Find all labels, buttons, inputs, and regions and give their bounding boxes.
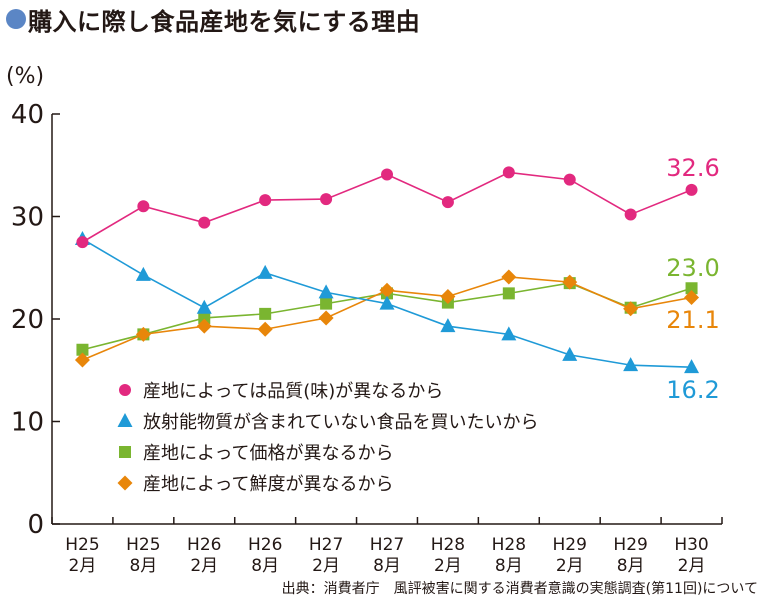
x-tick-label-month: 8月: [617, 556, 645, 576]
source-note: 出典：消費者庁 風評被害に関する消費者意識の実態調査(第11回)について: [281, 581, 758, 597]
data-point-circle: [624, 208, 637, 221]
data-point-square: [259, 307, 272, 320]
legend-marker-triangle: [117, 413, 133, 427]
x-tick-label-month: 8月: [373, 556, 401, 576]
data-point-circle: [320, 193, 333, 206]
data-point-triangle: [318, 284, 334, 299]
data-point-circle: [502, 166, 515, 179]
legend-label: 産地によって鮮度が異なるから: [143, 474, 394, 495]
y-tick-label: 40: [11, 100, 44, 130]
x-tick-label-month: 2月: [312, 556, 340, 576]
data-point-circle: [259, 194, 272, 207]
data-point-circle: [137, 200, 150, 213]
x-tick-label-year: H28: [431, 535, 465, 555]
x-tick-label-year: H27: [370, 535, 404, 555]
x-tick-label-month: 8月: [251, 556, 279, 576]
data-point-triangle: [562, 346, 578, 361]
data-point-square: [685, 282, 698, 295]
legend-label: 産地によっては品質(味)が異なるから: [143, 381, 443, 402]
x-tick-label-year: H27: [309, 535, 343, 555]
x-tick-label-year: H29: [613, 535, 647, 555]
x-tick-label-year: H30: [674, 535, 708, 555]
title-bullet-icon: [6, 9, 26, 29]
series-line-circle: [82, 171, 692, 243]
data-point-diamond: [379, 282, 395, 298]
data-point-triangle: [623, 357, 639, 372]
data-point-triangle: [135, 266, 151, 281]
legend-label: 産地によって価格が異なるから: [143, 443, 394, 464]
x-tick-label-year: H25: [126, 535, 160, 555]
end-value-label: 23.0: [666, 254, 719, 282]
x-tick-label-year: H26: [248, 535, 282, 555]
x-tick-label-month: 2月: [678, 556, 706, 576]
legend-label: 放射能物質が含まれていない食品を買いたいから: [143, 412, 538, 433]
data-point-circle: [441, 196, 454, 209]
data-point-square: [76, 343, 89, 356]
x-tick-label-month: 2月: [434, 556, 462, 576]
data-point-triangle: [684, 359, 700, 374]
x-tick-label-month: 2月: [190, 556, 218, 576]
y-tick-label: 30: [11, 203, 44, 233]
y-tick-label: 0: [27, 510, 44, 540]
data-point-diamond: [196, 318, 212, 334]
data-point-circle: [76, 236, 89, 249]
x-tick-label-year: H26: [187, 535, 221, 555]
legend-marker-square: [119, 446, 131, 458]
data-point-diamond: [623, 301, 639, 317]
data-point-circle: [563, 173, 576, 186]
end-value-label: 16.2: [666, 376, 719, 404]
data-point-triangle: [196, 299, 212, 314]
x-tick-label-month: 8月: [495, 556, 523, 576]
end-value-label: 32.6: [666, 154, 719, 182]
data-point-circle: [685, 183, 698, 196]
data-point-square: [320, 297, 333, 310]
end-value-label: 21.1: [666, 306, 719, 334]
data-point-triangle: [379, 295, 395, 310]
data-point-circle: [381, 168, 393, 181]
chart-title: 購入に際し食品産地を気にする理由: [28, 7, 421, 36]
x-tick-label-year: H29: [553, 535, 587, 555]
data-point-triangle: [501, 326, 517, 341]
y-tick-label: 20: [11, 305, 44, 335]
data-point-diamond: [684, 289, 700, 305]
data-point-square: [198, 311, 211, 324]
data-point-triangle: [440, 318, 456, 333]
x-tick-label-year: H25: [65, 535, 99, 555]
data-point-circle: [198, 216, 211, 229]
data-point-diamond: [135, 326, 151, 342]
data-point-diamond: [501, 269, 517, 285]
y-tick-label: 10: [11, 408, 44, 438]
x-tick-label-month: 8月: [129, 556, 157, 576]
data-point-diamond: [562, 274, 578, 290]
legend-marker-diamond: [117, 475, 133, 491]
x-tick-label-month: 2月: [69, 556, 97, 576]
title-row: 購入に際し食品産地を気にする理由: [6, 4, 421, 36]
legend-marker-circle: [119, 384, 131, 396]
x-tick-label-month: 2月: [556, 556, 584, 576]
data-point-square: [502, 287, 515, 300]
data-point-diamond: [318, 310, 334, 326]
data-point-diamond: [74, 352, 90, 368]
y-axis-unit-label: (%): [6, 64, 45, 89]
x-tick-label-year: H28: [492, 535, 526, 555]
data-point-triangle: [257, 264, 273, 279]
data-point-diamond: [440, 288, 456, 304]
data-point-diamond: [257, 321, 273, 337]
